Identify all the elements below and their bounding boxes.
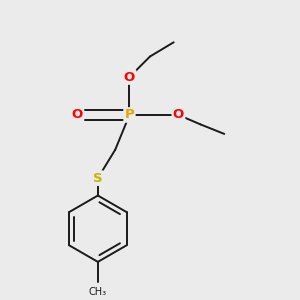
Text: P: P — [124, 109, 134, 122]
Text: O: O — [124, 70, 135, 83]
Text: S: S — [93, 172, 103, 184]
Text: O: O — [72, 109, 83, 122]
Text: CH₃: CH₃ — [89, 287, 107, 297]
Text: O: O — [173, 109, 184, 122]
